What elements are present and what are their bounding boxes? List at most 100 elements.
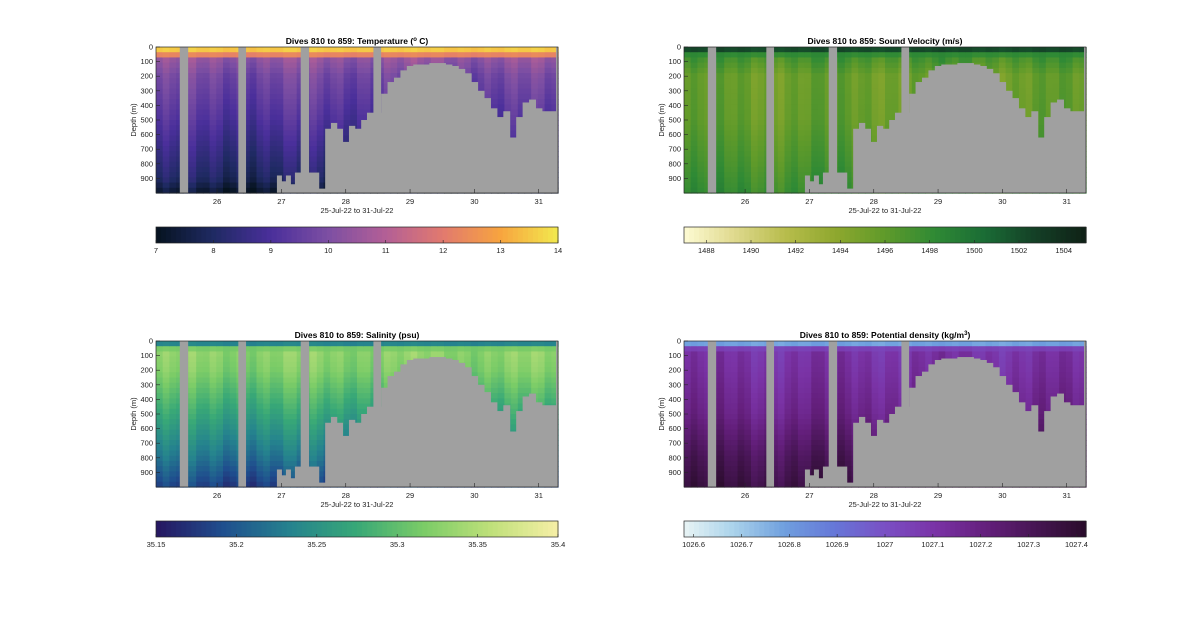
heatmap-cell [797,182,806,189]
heatmap-cell [209,372,217,379]
heatmap-cell [357,67,365,74]
heatmap-cell [744,104,752,111]
heatmap-cell [811,151,819,158]
heatmap-cell [791,182,799,189]
heatmap-cell [484,47,492,53]
heatmap-cell [269,104,278,111]
heatmap-cell [283,161,291,168]
heatmap-cell [511,47,519,53]
heatmap-cell [771,187,779,194]
heatmap-cell [202,120,211,126]
heatmap-cell [938,52,946,59]
heatmap-cell [229,476,237,483]
heatmap-cell [209,67,217,74]
heatmap-cell [1005,73,1013,79]
heatmap-cell [844,151,853,158]
heatmap-cell [263,156,271,163]
heatmap-cell [844,78,853,85]
heatmap-cell [517,52,526,59]
colorbar-segment [387,227,393,243]
heatmap-cell [263,151,271,158]
colorbar-segment [739,227,745,243]
heatmap-cell [276,73,284,79]
heatmap-cell [851,88,859,95]
heatmap-cell [283,47,291,53]
heatmap-cell [169,440,177,446]
heatmap-cell [363,398,371,405]
heatmap-cell [844,99,853,105]
heatmap-cell [269,367,278,373]
heatmap-cell [283,341,291,347]
heatmap-cell [878,83,886,90]
heatmap-cell [269,73,278,79]
heatmap-cell [791,88,799,95]
heatmap-cell [330,104,338,111]
heatmap-cell [544,83,552,90]
heatmap-cell [390,73,398,79]
heatmap-cell [290,466,298,472]
heatmap-cell [336,351,345,358]
heatmap-cell [256,424,264,431]
heatmap-cell [838,47,846,53]
heatmap-cell [209,445,217,452]
colorbar-segment [226,227,232,243]
heatmap-cell [818,172,826,178]
heatmap-cell [504,88,512,95]
heatmap-cell [504,73,512,79]
heatmap-cell [1072,99,1080,105]
heatmap-cell [717,109,725,116]
colorbar-segment [552,227,559,243]
heatmap-cell [777,88,786,95]
heatmap-cell [223,83,231,90]
heatmap-cell [156,99,164,105]
heatmap-cell [885,62,893,69]
heatmap-cell [544,52,552,59]
heatmap-cell [397,351,405,358]
heatmap-cell [176,182,184,189]
heatmap-cell [771,57,779,64]
heatmap-cell [878,78,886,85]
heatmap-cell [911,62,920,69]
heatmap-cell [176,73,184,79]
temperature-panel: Dives 810 to 859: Temperature (o C) 0100… [129,36,562,255]
heatmap-cell [357,408,365,415]
heatmap-cell [323,67,331,74]
heatmap-cell [818,146,826,152]
heatmap-cell [838,109,846,116]
heatmap-cell [824,52,832,59]
heatmap-cell [263,440,271,446]
heatmap-cell [283,450,291,457]
heatmap-cell [209,73,217,79]
heatmap-cell [777,156,786,163]
heatmap-cell [189,450,197,457]
heatmap-cell [189,172,197,178]
heatmap-cell [290,393,298,399]
heatmap-cell [537,67,546,74]
heatmap-cell [323,109,331,116]
seafloor-mask [406,65,414,193]
heatmap-cell [1052,99,1060,105]
colorbar-segment [492,227,499,243]
heatmap-cell [162,67,170,74]
heatmap-cell [229,130,237,137]
heatmap-cell [470,47,479,53]
heatmap-cell [818,114,826,121]
heatmap-cell [169,130,177,137]
heatmap-cell [269,372,278,379]
heatmap-cell [751,83,759,90]
heatmap-cell [249,156,258,163]
heatmap-cell [209,440,217,446]
heatmap-cell [390,361,398,368]
heatmap-cell [169,414,177,420]
heatmap-cell [296,414,304,420]
heatmap-cell [1032,73,1040,79]
colorbar-segment [1045,227,1052,243]
heatmap-cell [844,182,853,189]
heatmap-cell [243,481,251,488]
heatmap-cell [972,57,980,64]
heatmap-cell [310,114,318,121]
heatmap-cell [296,460,304,467]
heatmap-cell [744,146,752,152]
heatmap-cell [363,403,371,410]
heatmap-cell [450,62,459,69]
